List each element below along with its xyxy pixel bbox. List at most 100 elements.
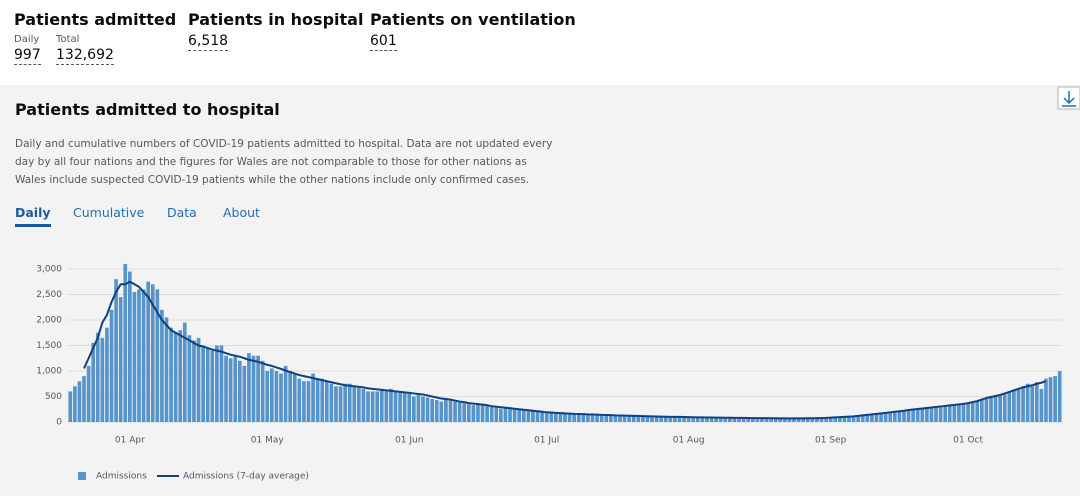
bar	[947, 405, 952, 422]
bar	[833, 417, 838, 422]
bar	[292, 373, 297, 422]
bar	[943, 406, 948, 422]
bar	[631, 415, 636, 422]
bar	[324, 381, 329, 422]
stat-label: Total	[56, 34, 80, 45]
tab[interactable]: Cumulative	[73, 205, 145, 220]
bar	[210, 350, 215, 422]
bar	[521, 409, 526, 422]
bar	[123, 263, 128, 422]
bar	[599, 414, 604, 422]
bar	[347, 383, 352, 422]
bar	[462, 403, 467, 422]
bar	[544, 412, 549, 422]
download-button[interactable]	[1057, 86, 1080, 110]
tab[interactable]: About	[223, 205, 260, 220]
bar	[95, 332, 100, 422]
bar	[439, 401, 444, 422]
y-tick-label: 1,000	[36, 367, 62, 377]
bar	[196, 337, 201, 422]
stat-label: Daily	[14, 34, 40, 45]
tab[interactable]: Daily	[15, 205, 51, 227]
bar	[384, 391, 389, 422]
x-tick-label: 01 Aug	[673, 436, 705, 446]
bar	[957, 404, 961, 422]
bar	[503, 406, 508, 422]
bar	[233, 355, 238, 422]
bar	[466, 404, 471, 422]
bar	[915, 408, 920, 422]
bar	[366, 391, 370, 422]
bar	[105, 327, 109, 422]
bar	[343, 383, 347, 422]
bar	[966, 403, 970, 422]
bar	[952, 405, 957, 422]
bar	[838, 417, 842, 422]
bar	[128, 271, 132, 422]
bar	[242, 365, 247, 422]
bar	[1002, 392, 1007, 422]
bar	[118, 297, 123, 422]
bar	[700, 417, 705, 422]
bar	[1021, 386, 1025, 422]
bar	[137, 289, 141, 422]
bar	[1034, 382, 1039, 422]
bar	[572, 413, 576, 422]
bar	[251, 355, 256, 422]
bar	[627, 415, 631, 422]
bar	[764, 418, 769, 422]
bar	[929, 407, 934, 422]
bar	[902, 410, 906, 422]
bar	[576, 413, 581, 422]
bar	[696, 417, 700, 422]
bar	[984, 397, 989, 422]
bar	[315, 378, 320, 422]
bar	[160, 309, 164, 422]
bar	[925, 407, 929, 422]
bar	[709, 417, 714, 422]
bar	[370, 391, 375, 422]
bar	[215, 345, 219, 422]
bar	[970, 401, 975, 422]
bar	[677, 416, 682, 422]
bar	[499, 408, 503, 422]
bar	[329, 383, 334, 422]
bar	[412, 396, 416, 422]
chart-panel	[0, 85, 1080, 496]
bar	[668, 416, 673, 422]
bar	[311, 373, 315, 422]
stat-title: Patients in hospital	[188, 10, 364, 29]
bar	[663, 416, 668, 422]
bar	[1039, 388, 1044, 422]
bar	[485, 405, 489, 422]
bar	[155, 289, 160, 422]
bar	[192, 340, 196, 422]
stat-value: 132,692	[56, 47, 114, 65]
bar	[1044, 378, 1048, 422]
bar	[842, 416, 847, 422]
bar	[237, 360, 242, 422]
bar	[801, 418, 806, 422]
y-tick-label: 0	[56, 418, 62, 428]
bar	[998, 393, 1002, 422]
bar	[558, 413, 563, 422]
bar	[480, 404, 485, 422]
bar	[673, 416, 677, 422]
legend-label: Admissions	[96, 472, 147, 482]
bar	[865, 414, 870, 422]
bar	[792, 418, 796, 422]
bar	[567, 413, 572, 422]
bar	[705, 417, 709, 422]
bar	[150, 284, 155, 422]
bar	[114, 279, 118, 422]
bar	[641, 416, 645, 422]
bar	[526, 410, 531, 422]
tab[interactable]: Data	[167, 205, 197, 220]
bar	[430, 399, 434, 422]
x-tick-label: 01 Apr	[115, 436, 145, 446]
stat-value: 6,518	[188, 33, 229, 51]
bar	[1030, 386, 1035, 422]
bar	[590, 414, 595, 422]
bar	[654, 416, 659, 422]
bar	[961, 404, 966, 422]
